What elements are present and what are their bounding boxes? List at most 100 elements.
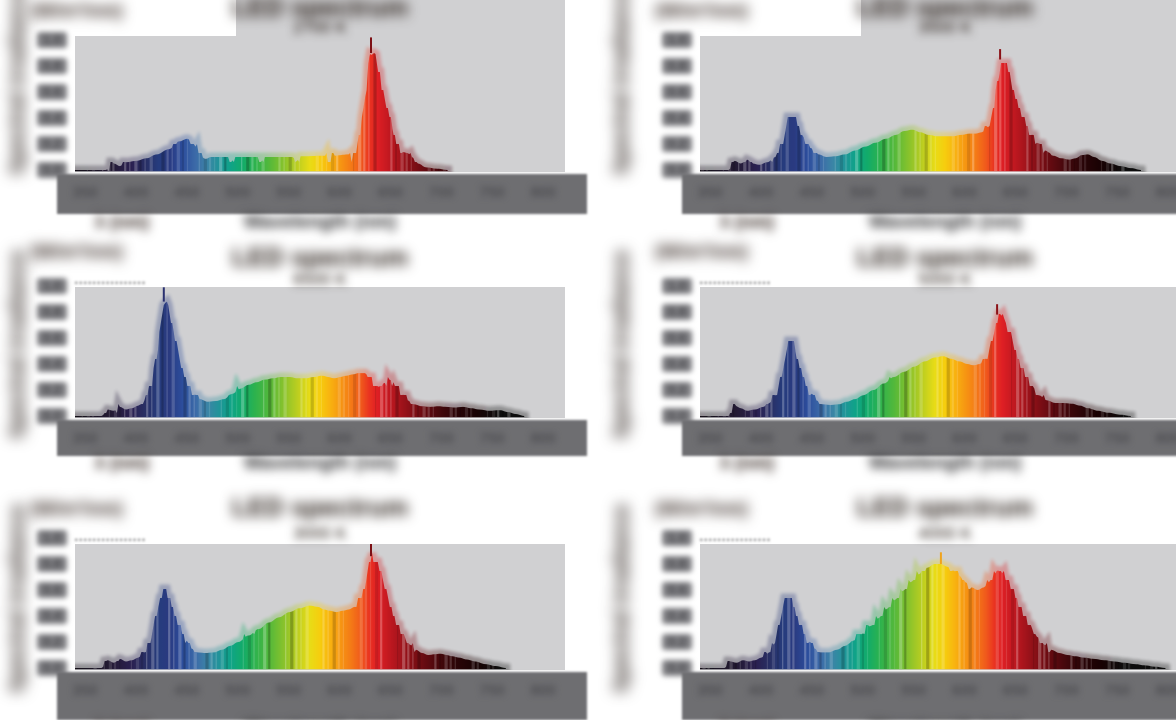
x-tick-label: 600 — [951, 430, 978, 447]
y-tick-label: 0.2 — [37, 634, 67, 650]
x-axis-note: λ (nm) — [95, 453, 149, 473]
y-tick-label: 0.6 — [37, 84, 67, 100]
x-tick-label: 650 — [1002, 682, 1028, 699]
y-axis-unit-label: (W/m²/nm) — [655, 242, 748, 263]
chart-title: LED spectrum — [856, 0, 1034, 22]
y-tick-label: 0.8 — [37, 58, 67, 74]
x-tick-label: 700 — [1053, 682, 1079, 699]
spectrum-svg — [75, 287, 565, 418]
y-axis-unit-label: (W/m²/nm) — [30, 499, 123, 520]
x-axis-label: Wavelength (nm) — [243, 212, 397, 233]
x-axis-label: Wavelength (nm) — [868, 453, 1022, 474]
y-tick-label: 1.0 — [662, 530, 692, 546]
x-tick-label: 650 — [377, 430, 403, 447]
x-tick-label: 450 — [174, 430, 200, 447]
plot-top-note: ▪▪▪▪▪▪▪▪▪▪▪▪▪▪▪▪ — [700, 280, 772, 287]
x-tick-label: 750 — [1104, 682, 1130, 699]
y-tick-label: 0.2 — [37, 382, 67, 398]
y-tick-label: 0.4 — [662, 110, 692, 126]
x-tick-label: 350 — [697, 682, 723, 699]
y-tick-label: 0.4 — [37, 110, 67, 126]
x-axis-label: Wavelength (nm) — [243, 453, 397, 474]
x-tick-label: 650 — [1002, 184, 1028, 201]
y-axis-label: Spectral irradiance — [610, 504, 633, 694]
x-tick-label: 700 — [1053, 430, 1079, 447]
chart-subtitle: 6500 K — [293, 270, 347, 289]
spectrum-svg — [700, 287, 1176, 418]
x-tick-label: 800 — [1155, 184, 1176, 201]
x-tick-label: 650 — [1002, 430, 1028, 447]
x-tick-label: 450 — [799, 682, 825, 699]
x-tick-label: 500 — [225, 184, 251, 201]
y-tick-label: 1.0 — [37, 278, 67, 294]
x-tick-label: 800 — [1155, 430, 1176, 447]
y-tick-label: 1.0 — [662, 278, 692, 294]
y-tick-label: 0.8 — [37, 304, 67, 320]
x-tick-label: 600 — [326, 430, 353, 447]
y-tick-label: 0.8 — [37, 556, 67, 572]
chart-title: LED spectrum — [856, 492, 1034, 522]
x-tick-label: 350 — [697, 430, 723, 447]
x-axis-note: λ (nm) — [95, 718, 149, 720]
x-tick-label: 600 — [951, 184, 978, 201]
y-axis-label: Spectral irradiance — [6, 504, 29, 694]
x-tick-label: 400 — [123, 430, 149, 447]
x-tick-band — [682, 174, 1176, 214]
x-tick-label: 600 — [326, 184, 353, 201]
x-tick-label: 550 — [901, 430, 927, 447]
chart-title: LED spectrum — [231, 492, 409, 522]
x-tick-label: 500 — [225, 682, 251, 699]
y-axis-unit-label: (W/m²/nm) — [30, 1, 123, 22]
chart-title: LED spectrum — [856, 242, 1034, 272]
x-tick-label: 650 — [377, 184, 403, 201]
y-tick-label: 0.6 — [662, 330, 692, 346]
x-tick-band — [57, 174, 587, 214]
y-tick-label: 0.2 — [662, 634, 692, 650]
x-axis-label: Wavelength (nm) — [235, 718, 405, 720]
x-tick-label: 400 — [748, 682, 774, 699]
chart-subtitle: 4000 K — [918, 524, 972, 543]
x-axis-note: λ (nm) — [720, 453, 774, 473]
y-tick-label: 0.4 — [662, 356, 692, 372]
x-tick-label: 700 — [428, 682, 454, 699]
y-tick-label: 0.6 — [37, 330, 67, 346]
x-tick-label: 550 — [901, 184, 927, 201]
x-tick-label: 750 — [479, 430, 505, 447]
x-tick-label: 500 — [850, 184, 876, 201]
x-tick-label: 700 — [1053, 184, 1079, 201]
x-axis-label: Wavelength (nm) — [860, 718, 1030, 720]
x-tick-label: 500 — [850, 682, 876, 699]
x-tick-band — [57, 420, 587, 456]
x-axis-label: Wavelength (nm) — [868, 212, 1022, 233]
x-tick-label: 800 — [530, 430, 556, 447]
y-axis-label: Spectral irradiance — [610, 0, 633, 175]
plot-top-gap — [700, 0, 861, 36]
plot-top-note: ▪▪▪▪▪▪▪▪▪▪▪▪▪▪▪▪ — [75, 537, 147, 544]
y-tick-label: 0.2 — [37, 136, 67, 152]
chart-subtitle: 3000 K — [293, 524, 347, 543]
x-axis-note: λ (nm) — [95, 212, 149, 232]
x-tick-label: 500 — [850, 430, 876, 447]
x-tick-label: 550 — [276, 430, 302, 447]
chart-title: LED spectrum — [231, 0, 409, 22]
x-tick-label: 500 — [225, 430, 251, 447]
y-axis-unit-label: (W/m²/nm) — [655, 499, 748, 520]
chart-subtitle: 2700 K — [293, 18, 347, 37]
x-tick-label: 700 — [428, 184, 454, 201]
x-tick-label: 800 — [1155, 682, 1176, 699]
x-axis-note: λ (nm) — [720, 212, 774, 232]
x-tick-band — [682, 672, 1176, 720]
x-tick-label: 800 — [530, 682, 556, 699]
y-tick-label: 0.4 — [662, 608, 692, 624]
y-tick-label: 1.0 — [37, 530, 67, 546]
x-tick-label: 400 — [748, 430, 774, 447]
y-tick-label: 0.8 — [662, 304, 692, 320]
x-tick-label: 750 — [479, 184, 505, 201]
x-axis-note: λ (nm) — [720, 718, 774, 720]
spectrum-svg — [700, 0, 1176, 172]
spectrum-svg — [75, 541, 565, 670]
x-tick-label: 450 — [799, 430, 825, 447]
y-tick-label: 1.0 — [37, 32, 67, 48]
x-tick-label: 700 — [428, 430, 454, 447]
y-tick-label: 1.0 — [662, 32, 692, 48]
